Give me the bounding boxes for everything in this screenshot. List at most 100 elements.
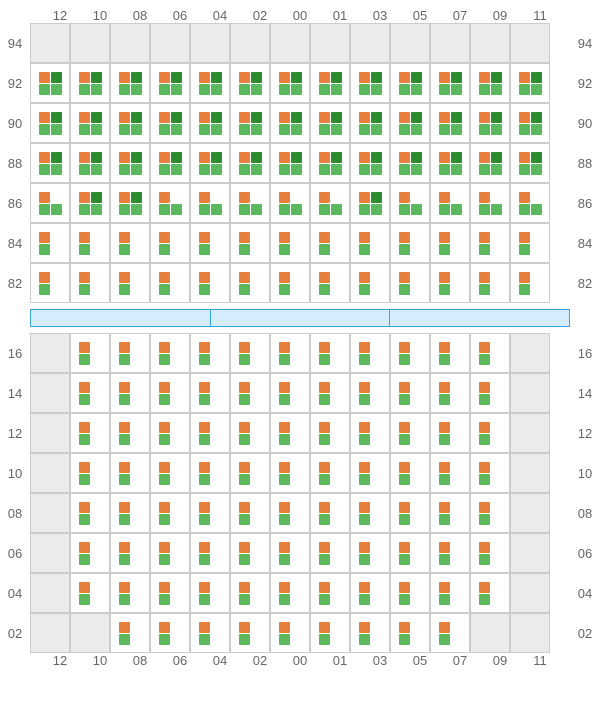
grid-cell[interactable]	[350, 453, 390, 493]
grid-cell[interactable]	[190, 533, 230, 573]
grid-cell[interactable]	[110, 613, 150, 653]
grid-cell[interactable]	[110, 493, 150, 533]
grid-cell[interactable]	[190, 373, 230, 413]
grid-cell[interactable]	[270, 263, 310, 303]
grid-cell[interactable]	[110, 333, 150, 373]
grid-cell[interactable]	[230, 103, 270, 143]
grid-cell[interactable]	[430, 63, 470, 103]
grid-cell[interactable]	[70, 183, 110, 223]
grid-cell[interactable]	[390, 263, 430, 303]
grid-cell[interactable]	[470, 493, 510, 533]
grid-cell[interactable]	[270, 453, 310, 493]
grid-cell[interactable]	[470, 223, 510, 263]
grid-cell[interactable]	[510, 103, 550, 143]
grid-cell[interactable]	[70, 263, 110, 303]
grid-cell[interactable]	[310, 223, 350, 263]
grid-cell[interactable]	[310, 103, 350, 143]
grid-cell[interactable]	[350, 613, 390, 653]
grid-cell[interactable]	[110, 223, 150, 263]
grid-cell[interactable]	[150, 613, 190, 653]
top-grid[interactable]	[30, 23, 570, 303]
grid-cell[interactable]	[230, 533, 270, 573]
grid-cell[interactable]	[350, 533, 390, 573]
grid-cell[interactable]	[310, 453, 350, 493]
grid-cell[interactable]	[390, 103, 430, 143]
grid-cell[interactable]	[350, 373, 390, 413]
grid-cell[interactable]	[310, 413, 350, 453]
grid-cell[interactable]	[310, 263, 350, 303]
grid-cell[interactable]	[190, 103, 230, 143]
grid-cell[interactable]	[150, 103, 190, 143]
divider-segment[interactable]	[31, 310, 211, 326]
grid-cell[interactable]	[190, 573, 230, 613]
grid-cell[interactable]	[30, 263, 70, 303]
grid-cell[interactable]	[390, 613, 430, 653]
grid-cell[interactable]	[270, 533, 310, 573]
grid-cell[interactable]	[70, 493, 110, 533]
grid-cell[interactable]	[430, 413, 470, 453]
grid-cell[interactable]	[30, 103, 70, 143]
grid-cell[interactable]	[150, 573, 190, 613]
grid-cell[interactable]	[30, 63, 70, 103]
grid-cell[interactable]	[230, 453, 270, 493]
grid-cell[interactable]	[70, 573, 110, 613]
grid-cell[interactable]	[110, 263, 150, 303]
grid-cell[interactable]	[430, 453, 470, 493]
grid-cell[interactable]	[270, 103, 310, 143]
grid-cell[interactable]	[190, 63, 230, 103]
grid-cell[interactable]	[470, 573, 510, 613]
grid-cell[interactable]	[350, 493, 390, 533]
grid-cell[interactable]	[110, 413, 150, 453]
grid-cell[interactable]	[270, 183, 310, 223]
grid-cell[interactable]	[430, 103, 470, 143]
grid-cell[interactable]	[510, 63, 550, 103]
grid-cell[interactable]	[430, 613, 470, 653]
grid-cell[interactable]	[270, 493, 310, 533]
grid-cell[interactable]	[350, 573, 390, 613]
grid-cell[interactable]	[310, 63, 350, 103]
grid-cell[interactable]	[390, 373, 430, 413]
grid-cell[interactable]	[350, 63, 390, 103]
grid-cell[interactable]	[230, 333, 270, 373]
grid-cell[interactable]	[350, 143, 390, 183]
grid-cell[interactable]	[270, 613, 310, 653]
grid-cell[interactable]	[270, 333, 310, 373]
grid-cell[interactable]	[470, 183, 510, 223]
grid-cell[interactable]	[310, 493, 350, 533]
grid-cell[interactable]	[70, 413, 110, 453]
grid-cell[interactable]	[430, 183, 470, 223]
grid-cell[interactable]	[70, 143, 110, 183]
grid-cell[interactable]	[350, 333, 390, 373]
grid-cell[interactable]	[430, 493, 470, 533]
grid-cell[interactable]	[430, 143, 470, 183]
grid-cell[interactable]	[150, 183, 190, 223]
grid-cell[interactable]	[390, 493, 430, 533]
grid-cell[interactable]	[190, 333, 230, 373]
grid-cell[interactable]	[430, 373, 470, 413]
grid-cell[interactable]	[270, 223, 310, 263]
grid-cell[interactable]	[350, 103, 390, 143]
grid-cell[interactable]	[230, 143, 270, 183]
grid-cell[interactable]	[190, 413, 230, 453]
grid-cell[interactable]	[110, 373, 150, 413]
grid-cell[interactable]	[310, 573, 350, 613]
grid-cell[interactable]	[230, 183, 270, 223]
grid-cell[interactable]	[110, 183, 150, 223]
grid-cell[interactable]	[510, 183, 550, 223]
grid-cell[interactable]	[230, 493, 270, 533]
grid-cell[interactable]	[310, 373, 350, 413]
grid-cell[interactable]	[70, 333, 110, 373]
grid-cell[interactable]	[350, 413, 390, 453]
grid-cell[interactable]	[270, 413, 310, 453]
bottom-grid[interactable]	[30, 333, 570, 653]
grid-cell[interactable]	[270, 63, 310, 103]
grid-cell[interactable]	[190, 183, 230, 223]
grid-cell[interactable]	[110, 573, 150, 613]
divider-segment[interactable]	[211, 310, 391, 326]
grid-cell[interactable]	[110, 143, 150, 183]
grid-cell[interactable]	[190, 493, 230, 533]
grid-cell[interactable]	[70, 533, 110, 573]
grid-cell[interactable]	[390, 183, 430, 223]
grid-cell[interactable]	[470, 63, 510, 103]
grid-cell[interactable]	[110, 103, 150, 143]
